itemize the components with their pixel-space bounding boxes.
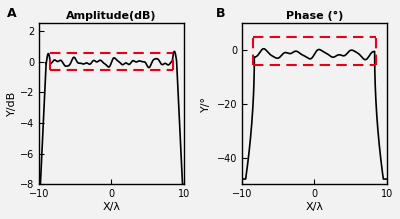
Y-axis label: Y/dB: Y/dB <box>7 91 17 117</box>
Y-axis label: Y/°: Y/° <box>201 96 211 112</box>
Text: B: B <box>216 7 226 20</box>
X-axis label: X/λ: X/λ <box>102 202 120 212</box>
Text: A: A <box>7 7 17 20</box>
Title: Amplitude(dB): Amplitude(dB) <box>66 11 157 21</box>
X-axis label: X/λ: X/λ <box>306 202 324 212</box>
Title: Phase (°): Phase (°) <box>286 11 343 21</box>
